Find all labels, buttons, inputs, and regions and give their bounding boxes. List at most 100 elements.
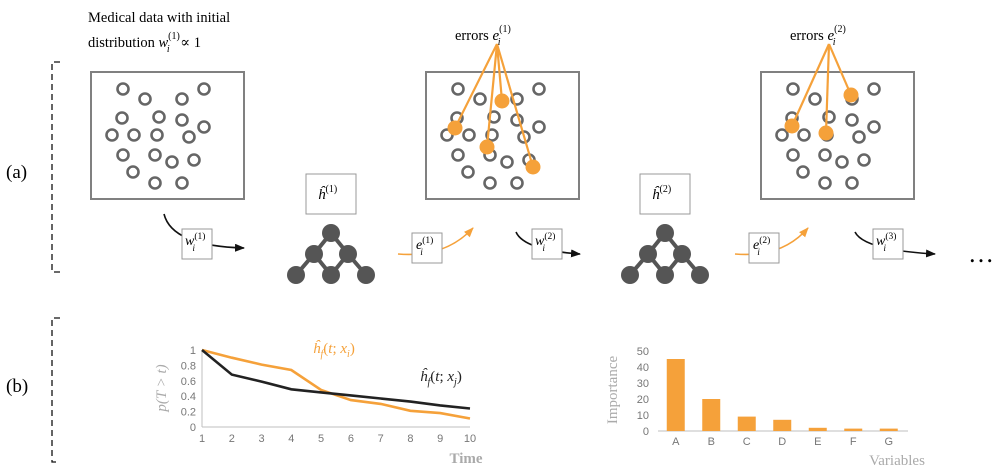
- data-point: [105, 128, 119, 142]
- data-point: [796, 165, 810, 179]
- line-chart-ytick: 0.6: [181, 376, 196, 388]
- line-chart-xlabel: Time: [449, 451, 482, 467]
- data-point: [148, 176, 162, 190]
- line-chart-xtick: 3: [258, 433, 264, 445]
- bar-D: [773, 419, 792, 431]
- data-point: [187, 153, 201, 167]
- line-chart-ytick: 0.4: [181, 391, 196, 403]
- tree-icon-1: [287, 224, 375, 284]
- data-point: [775, 128, 789, 142]
- ellipsis: …: [968, 239, 994, 268]
- data-points-box-1: [105, 82, 211, 190]
- learner-label-2: ĥ(2): [652, 184, 671, 203]
- bar-A: [666, 359, 685, 431]
- data-point: [197, 82, 211, 96]
- bar-chart-xtick: D: [778, 436, 786, 448]
- line-chart-ylabel: p(T > t): [154, 364, 170, 412]
- bar-chart-ytick: 50: [637, 346, 649, 358]
- weight-label-box-3: [872, 228, 904, 260]
- line-chart-xtick: 2: [229, 433, 235, 445]
- bar-C: [737, 416, 756, 431]
- line-chart-ytick: 0.8: [181, 360, 196, 372]
- data-point: [852, 130, 866, 144]
- data-point: [500, 155, 514, 169]
- bar-chart-xtick: A: [672, 436, 680, 448]
- data-point: [818, 148, 832, 162]
- data-point: [148, 148, 162, 162]
- line-chart-xtick: 8: [407, 433, 413, 445]
- intro-line2: distribution w(1) i ∝ 1: [88, 31, 201, 55]
- data-box-2: [425, 71, 580, 200]
- weight-label-box-2: [531, 228, 563, 260]
- error-highlights-1: [454, 43, 535, 168]
- bar-F: [844, 428, 863, 431]
- data-point: [451, 148, 465, 162]
- data-point: [165, 155, 179, 169]
- learner-label-1: ĥ(1): [318, 184, 337, 203]
- bar-chart-xtick: E: [814, 436, 821, 448]
- data-point: [461, 165, 475, 179]
- data-point: [462, 128, 476, 142]
- line-chart-ytick: 0.2: [181, 407, 196, 419]
- data-point: [451, 82, 465, 96]
- bar-chart-xtick: B: [708, 436, 715, 448]
- survival-line-chart: 0 0.2 0.4 0.6 0.8 1 1 2 3 4 5 6 7 8 9 10 p(T > t) Time…: [154, 340, 483, 467]
- data-point: [786, 148, 800, 162]
- bar-chart-ytick: 20: [637, 394, 649, 406]
- data-point: [175, 113, 189, 127]
- intro-line1: Medical data with initial: [88, 10, 230, 26]
- learner-box-2: [639, 173, 691, 215]
- error-label-1: e(1) i: [416, 235, 433, 258]
- data-point: [152, 110, 166, 124]
- bar-chart-ytick: 30: [637, 378, 649, 390]
- data-point: [127, 128, 141, 142]
- data-point: [786, 82, 800, 96]
- data-point: [175, 176, 189, 190]
- bar-G: [879, 428, 898, 431]
- weight-label-3: w(3) i: [876, 231, 896, 254]
- data-box-3: [760, 71, 915, 200]
- errors-title-2: errors e(2) i: [790, 24, 846, 48]
- data-point: [822, 110, 836, 124]
- data-point: [510, 176, 524, 190]
- line-chart-xtick: 6: [348, 433, 354, 445]
- bar-chart-xtick: C: [743, 436, 751, 448]
- learner-box-1: [305, 173, 357, 215]
- data-point: [116, 82, 130, 96]
- data-point: [818, 176, 832, 190]
- error-points-1: [447, 93, 541, 175]
- bar-chart-xtick: F: [850, 436, 857, 448]
- legend-series-xi: ĥf(t; xi): [313, 340, 355, 360]
- data-point: [126, 165, 140, 179]
- data-point: [857, 153, 871, 167]
- bar-chart-ytick: 0: [643, 426, 649, 438]
- panel-label-b: (b): [6, 376, 28, 397]
- bar-chart-ytick: 10: [637, 410, 649, 422]
- data-point: [835, 155, 849, 169]
- line-chart-xtick: 5: [318, 433, 324, 445]
- bar-chart-ylabel: Importance: [605, 356, 621, 425]
- data-point: [532, 82, 546, 96]
- data-point: [473, 92, 487, 106]
- line-chart-xtick: 4: [288, 433, 294, 445]
- series-line-xj: [201, 348, 471, 410]
- error-highlights-2: [790, 43, 853, 134]
- bar-chart-ytick: 40: [637, 362, 649, 374]
- data-point: [483, 176, 497, 190]
- bar-B: [702, 399, 721, 431]
- bar-chart-xlabel: Variables: [869, 453, 925, 468]
- data-point: [182, 130, 196, 144]
- tree-icon-2: [621, 224, 709, 284]
- line-chart-ytick: 0: [190, 422, 196, 434]
- bar-E: [808, 427, 827, 431]
- data-point: [867, 82, 881, 96]
- data-point: [150, 128, 164, 142]
- bar-chart-xtick: G: [884, 436, 893, 448]
- weight-label-1: w(1) i: [185, 231, 205, 254]
- error-label-box-2: [748, 232, 780, 264]
- importance-bar-chart: 0 10 20 30 40 50 A B C D E F G Importance Variables: [605, 346, 925, 469]
- bracket-b: [51, 317, 60, 463]
- legend-series-xj: ĥf(t; xj): [420, 368, 462, 388]
- weight-label-box-1: [181, 228, 213, 260]
- data-point: [175, 92, 189, 106]
